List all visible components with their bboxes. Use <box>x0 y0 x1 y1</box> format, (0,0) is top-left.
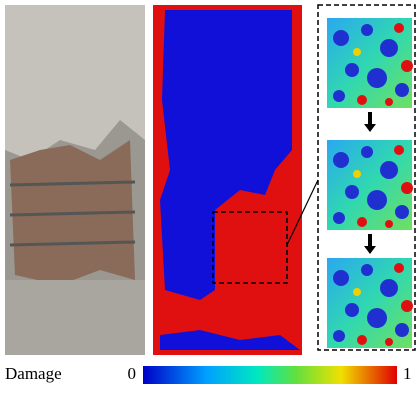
colorbar-label: Damage <box>5 364 62 383</box>
arrow <box>364 112 376 132</box>
concrete-base <box>5 280 145 355</box>
colorbar <box>143 366 397 384</box>
panel <box>327 258 413 348</box>
arrow <box>364 234 376 254</box>
colorbar-max: 1 <box>403 364 412 383</box>
page: Damage 0 1 (() => { const data = JSON.pa… <box>0 0 417 391</box>
figure: Damage 0 1 <box>0 0 417 391</box>
panel <box>327 18 413 108</box>
colorbar-min: 0 <box>128 364 137 383</box>
panel <box>327 140 413 230</box>
